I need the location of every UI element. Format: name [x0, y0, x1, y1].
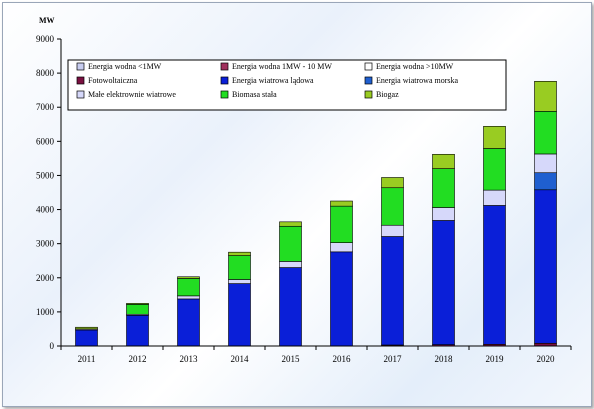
bar-segment-4-2018 [432, 220, 455, 345]
bar-segment-8-2011 [75, 326, 98, 330]
y-tick-label: 4000 [36, 205, 55, 215]
legend-swatch [364, 62, 373, 71]
legend-label: Energia wodna >10MW [376, 62, 454, 71]
stacked-bar-chart: MW 0 1000 2000 3000 4000 5000 6000 7000 8000 9000… [36, 16, 572, 364]
legend-label: Energia wiatrowa lądowa [232, 76, 314, 85]
legend-label: Biomasa stała [232, 90, 277, 99]
bar-segment-7-2015 [279, 225, 302, 262]
legend-swatch [76, 76, 85, 85]
legend-swatch [220, 90, 229, 99]
bar-segment-6-2019 [483, 189, 506, 206]
x-tick-label: 2019 [486, 354, 505, 364]
bar-segment-4-2017 [381, 236, 404, 346]
x-tick-label: 2013 [180, 354, 199, 364]
y-tick-label: 9000 [36, 34, 55, 44]
y-tick-label: 1000 [36, 307, 55, 317]
bar-segment-4-2014 [228, 283, 251, 347]
bar-segment-6-2020 [534, 153, 557, 174]
bar-segment-7-2012 [126, 304, 149, 315]
y-tick-label: 3000 [36, 239, 55, 249]
legend-label: Małe elektrownie wiatrowe [88, 90, 176, 99]
legend-label: Energia wiatrowa morska [376, 76, 458, 85]
legend-swatch [220, 76, 229, 85]
bar-segment-7-2019 [483, 148, 506, 191]
bar-segment-8-2016 [330, 200, 353, 207]
bar-segment-8-2017 [381, 177, 404, 189]
x-tick-label: 2015 [282, 354, 301, 364]
y-tick-label: 7000 [36, 102, 55, 112]
y-axis-unit-label: MW [39, 16, 55, 25]
bar-segment-4-2011 [75, 329, 98, 347]
bar-segment-8-2018 [432, 153, 455, 169]
bar-segment-4-2012 [126, 314, 149, 347]
bar-segment-6-2016 [330, 242, 353, 253]
bar-segment-4-2016 [330, 251, 353, 347]
y-tick-label: 5000 [36, 170, 55, 180]
bar-segment-7-2017 [381, 187, 404, 226]
x-tick-label: 2011 [78, 354, 96, 364]
legend-swatch [220, 62, 229, 71]
y-tick-label: 0 [50, 341, 55, 351]
bar-segment-6-2018 [432, 207, 455, 221]
y-tick-label: 6000 [36, 136, 55, 146]
x-tick-label: 2014 [231, 354, 250, 364]
bar-segment-8-2012 [126, 303, 149, 305]
bar-segment-8-2015 [279, 221, 302, 227]
bar-segment-4-2019 [483, 205, 506, 345]
bar-segment-8-2014 [228, 251, 251, 256]
bar-segment-6-2017 [381, 224, 404, 237]
legend-swatch [364, 76, 373, 85]
bar-segment-7-2020 [534, 111, 557, 155]
bar-segment-8-2020 [534, 80, 557, 112]
legend-swatch [76, 90, 85, 99]
legend-swatch [76, 62, 85, 71]
bar-segment-8-2019 [483, 126, 506, 149]
legend-label: Energia wodna <1MW [88, 62, 162, 71]
x-tick-label: 2017 [384, 354, 403, 364]
bar-segment-6-2015 [279, 261, 302, 268]
bar-segment-6-2014 [228, 279, 251, 284]
x-tick-label: 2012 [129, 354, 147, 364]
bar-segment-5-2020 [534, 172, 557, 191]
bar-segment-7-2014 [228, 255, 251, 280]
x-tick-label: 2016 [333, 354, 352, 364]
bar-segment-8-2013 [177, 276, 200, 279]
bar-segment-4-2015 [279, 267, 302, 347]
legend-label: Biogaz [376, 90, 399, 99]
bar-segment-4-2020 [534, 189, 557, 344]
bar-segment-4-2013 [177, 298, 200, 347]
bar-segment-6-2013 [177, 295, 200, 300]
x-tick-label: 2020 [537, 354, 556, 364]
x-tick-label: 2018 [435, 354, 454, 364]
legend: Energia wodna <1MW Energia wodna 1MW - 10… [67, 59, 507, 111]
y-tick-label: 2000 [36, 273, 55, 283]
bar-segment-7-2016 [330, 205, 353, 243]
legend-label: Energia wodna 1MW - 10 MW [232, 62, 332, 71]
legend-swatch [364, 90, 373, 99]
bar-segment-7-2018 [432, 168, 455, 208]
y-tick-label: 8000 [36, 68, 55, 78]
legend-label: Fotowoltaiczna [88, 76, 138, 85]
bar-segment-7-2013 [177, 278, 200, 297]
